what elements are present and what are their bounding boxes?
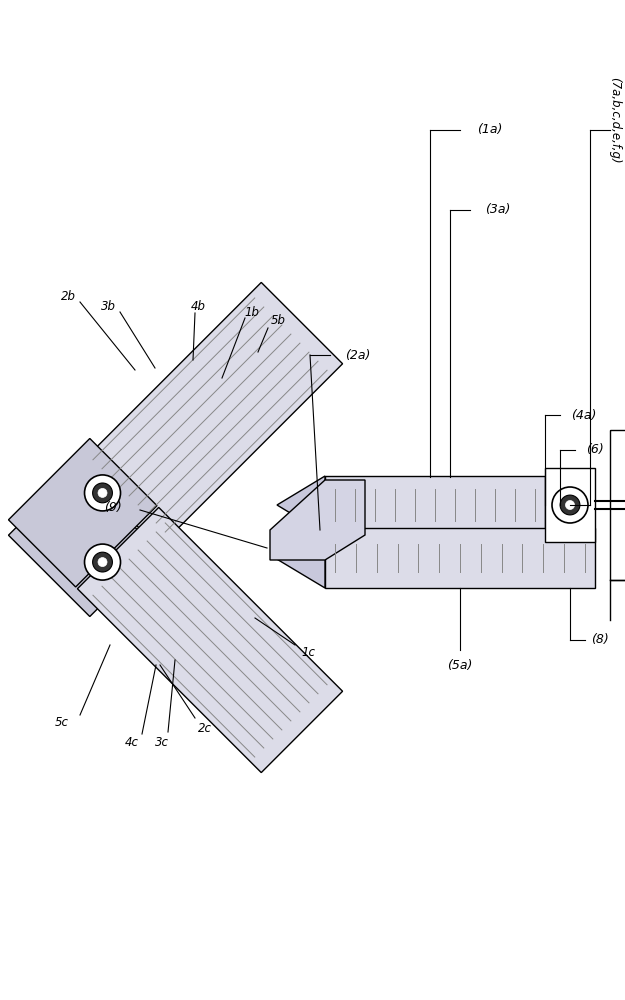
Circle shape <box>98 488 107 497</box>
Text: (5a): (5a) <box>448 658 472 672</box>
Text: (3a): (3a) <box>486 204 511 217</box>
Polygon shape <box>78 507 342 773</box>
Circle shape <box>98 558 107 567</box>
Circle shape <box>566 500 574 510</box>
Circle shape <box>84 475 121 511</box>
Polygon shape <box>275 528 325 588</box>
Text: 3c: 3c <box>155 736 169 748</box>
Text: 5b: 5b <box>271 314 286 326</box>
Circle shape <box>92 552 112 572</box>
Circle shape <box>552 487 588 523</box>
Text: 3b: 3b <box>101 300 116 314</box>
Text: (7a,b,c,d,e,f,g): (7a,b,c,d,e,f,g) <box>608 77 621 163</box>
Text: 2b: 2b <box>61 290 76 302</box>
Polygon shape <box>9 438 157 587</box>
Polygon shape <box>325 528 595 588</box>
Text: (9): (9) <box>104 500 122 514</box>
Text: 1c: 1c <box>301 646 315 658</box>
Circle shape <box>84 544 121 580</box>
Polygon shape <box>270 480 365 560</box>
Text: (4a): (4a) <box>571 408 597 422</box>
Text: (1a): (1a) <box>478 123 502 136</box>
Circle shape <box>92 483 112 503</box>
Bar <box>610 430 625 580</box>
Text: 2c: 2c <box>198 722 212 734</box>
Text: 1b: 1b <box>244 306 259 318</box>
Text: (6): (6) <box>586 444 604 456</box>
Text: 4b: 4b <box>191 300 206 312</box>
Polygon shape <box>78 282 342 548</box>
Text: 4c: 4c <box>125 736 139 748</box>
Polygon shape <box>277 476 325 534</box>
Polygon shape <box>325 476 545 534</box>
Circle shape <box>560 495 580 515</box>
Text: (2a): (2a) <box>345 349 371 361</box>
Text: 5c: 5c <box>55 716 69 730</box>
Text: (8): (8) <box>591 634 609 647</box>
Bar <box>545 468 595 542</box>
Polygon shape <box>9 468 157 617</box>
